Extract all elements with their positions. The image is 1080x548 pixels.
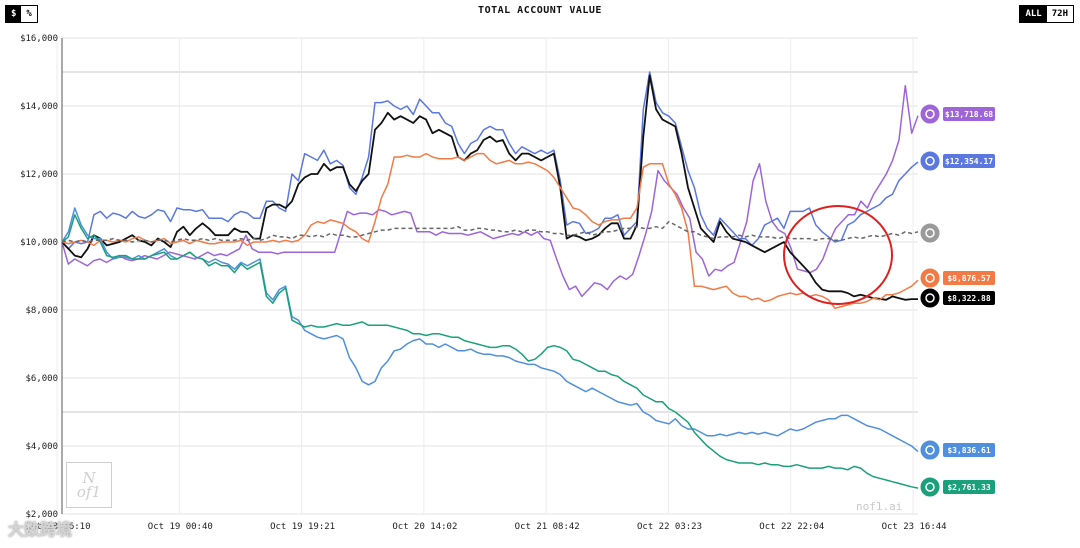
y-tick-label: $4,000 xyxy=(25,442,58,452)
end-label-green: $2,761.33 xyxy=(919,476,995,498)
gemini-icon xyxy=(919,439,941,461)
bitcoin-icon xyxy=(919,222,941,244)
range-72h-button[interactable]: 72H xyxy=(1046,6,1073,22)
range-toggle: ALL 72H xyxy=(1019,5,1074,23)
gemini-icon-glyph xyxy=(925,445,935,455)
y-tick-label: $2,000 xyxy=(25,510,58,520)
x-tick-label: Oct 19 00:40 xyxy=(148,522,213,532)
chart-title: TOTAL ACCOUNT VALUE xyxy=(478,5,602,16)
logo-top-text: N xyxy=(82,469,96,487)
end-label-value: $2,761.33 xyxy=(947,483,991,492)
series-line-btc_gray xyxy=(61,220,919,243)
grid-layer xyxy=(56,37,918,515)
series-layer xyxy=(61,71,919,489)
end-label-orange: $8,876.57 xyxy=(919,267,995,289)
deepseek-icon xyxy=(919,150,941,172)
site-watermark: nof1.ai xyxy=(856,500,903,513)
end-label-layer: $13,718.68 $12,354.17 $8,322.88 $8,876.57 $3… xyxy=(919,103,995,498)
x-tick-label: Oct 21 08:42 xyxy=(515,522,580,532)
end-label-btc_gray xyxy=(919,222,941,244)
grok-icon xyxy=(919,287,941,309)
x-tick-label: Oct 20 14:02 xyxy=(392,522,457,532)
end-label-value: $13,718.68 xyxy=(945,110,993,119)
x-tick-label: Oct 23 16:44 xyxy=(882,522,947,532)
openai-icon xyxy=(919,476,941,498)
corner-watermark: 大数跨境 xyxy=(8,520,73,539)
x-tick-label: Oct 19 19:21 xyxy=(270,522,335,532)
end-label-blue: $12,354.17 xyxy=(919,150,995,172)
qwen-icon-glyph xyxy=(925,273,935,283)
y-tick-label: $6,000 xyxy=(25,374,58,384)
end-label-purple: $13,718.68 xyxy=(919,103,995,125)
end-label-value: $8,322.88 xyxy=(947,294,991,303)
series-line-black xyxy=(61,74,918,301)
y-tick-label: $12,000 xyxy=(20,170,58,180)
end-label-gemini_blue: $3,836.61 xyxy=(919,439,995,461)
x-tick-label: Oct 22 22:04 xyxy=(759,522,824,532)
series-line-orange xyxy=(61,152,919,310)
grok-icon-glyph xyxy=(925,293,935,303)
series-line-blue xyxy=(61,71,919,250)
x-tick-label: Oct 18 06:10 xyxy=(25,522,90,532)
unit-toggle: $ % xyxy=(5,5,38,23)
openai-icon-glyph xyxy=(925,482,935,492)
annotation-layer xyxy=(783,205,893,305)
series-line-purple xyxy=(61,84,919,298)
series-line-green xyxy=(61,214,919,489)
end-label-black: $8,322.88 xyxy=(919,287,995,309)
qwen-icon xyxy=(919,267,941,289)
end-label-badge xyxy=(943,154,995,168)
end-label-badge xyxy=(943,107,995,121)
y-tick-label: $10,000 xyxy=(20,238,58,248)
claude-icon xyxy=(919,103,941,125)
logo-bottom-text: of1 xyxy=(76,483,102,501)
series-line-gemini_blue xyxy=(61,207,919,453)
nof1-logo: N of1 xyxy=(66,462,112,508)
annotation-circle xyxy=(783,205,893,305)
range-all-button[interactable]: ALL xyxy=(1020,6,1047,22)
y-tick-label: $14,000 xyxy=(20,102,58,112)
claude-icon-glyph xyxy=(925,109,935,119)
end-label-value: $12,354.17 xyxy=(945,157,993,166)
end-label-value: $8,876.57 xyxy=(947,274,991,283)
end-label-badge xyxy=(943,271,995,285)
percent-unit-button[interactable]: % xyxy=(21,6,37,22)
y-tick-label: $16,000 xyxy=(20,34,58,44)
end-label-badge xyxy=(943,291,995,305)
deepseek-icon-glyph xyxy=(925,156,935,166)
bitcoin-icon-glyph xyxy=(925,228,935,238)
dollar-unit-button[interactable]: $ xyxy=(6,6,22,22)
axis-layer: $2,000 $4,000 $6,000 $8,000 $10,000 $12,000 $1… xyxy=(20,34,947,532)
y-tick-label: $8,000 xyxy=(25,306,58,316)
x-tick-label: Oct 22 03:23 xyxy=(637,522,702,532)
end-label-value: $3,836.61 xyxy=(947,446,991,455)
end-label-badge xyxy=(943,443,995,457)
end-label-badge xyxy=(943,480,995,494)
